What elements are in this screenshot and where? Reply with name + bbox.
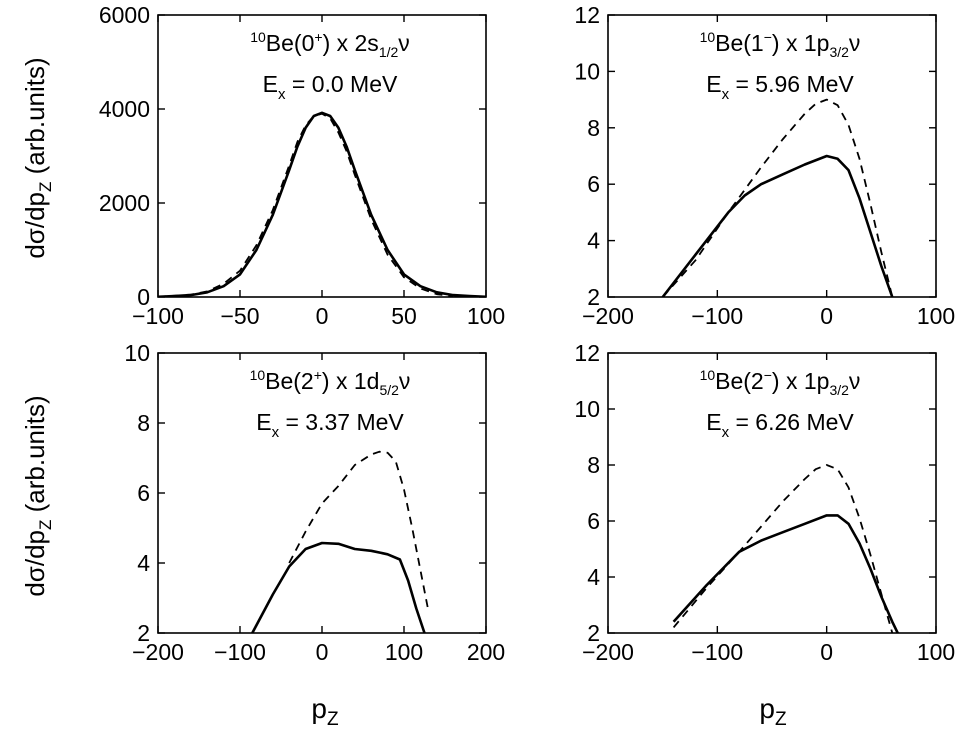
y-tick-label: 4 [137, 550, 150, 576]
y-tick-label: 8 [587, 452, 600, 478]
y-tick-label: 12 [574, 340, 600, 366]
plot-frame [157, 14, 487, 298]
panel-top-right: −200 −100 0 100 2 4 6 8 10 12 10Be(1−) x 1p3/2ν Ex … [574, 2, 955, 329]
series-dashed-line [288, 450, 430, 613]
series-solid-line [158, 111, 486, 297]
series-dashed-line [672, 464, 894, 633]
state-annotation: 10Be(2−) x 1p3/2ν [700, 367, 861, 398]
panel-bottom-left: −200 −100 0 100 200 2 4 6 8 10 10Be(2+) x 1d5/2ν Ex… [124, 340, 505, 665]
x-tick-label: 0 [316, 639, 329, 665]
y-tick-label: 2 [137, 620, 150, 646]
y-tick-label: 10 [124, 340, 150, 366]
x-tick-label: −50 [220, 303, 259, 329]
y-axis-label-bottom: dσ/dpZ (arb.units) [20, 395, 55, 596]
plot-frame [607, 352, 937, 634]
x-tick-label: 100 [385, 639, 423, 665]
x-tick-label: −100 [214, 639, 266, 665]
x-tick-label: 50 [391, 303, 417, 329]
panel-bottom-right: −200 −100 0 100 2 4 6 8 10 12 10Be(2−) x 1p3/2ν Ex … [574, 340, 955, 665]
x-tick-label: −100 [132, 303, 184, 329]
x-tick-label: 100 [467, 303, 505, 329]
plot-frame [607, 14, 937, 298]
x-tick-label: −200 [132, 639, 184, 665]
state-annotation: 10Be(2+) x 1d5/2ν [250, 367, 411, 398]
x-tick-label: 0 [820, 639, 833, 665]
x-tick-label: 200 [467, 639, 505, 665]
y-tick-label: 2 [587, 284, 600, 310]
y-tick-label: 6000 [99, 2, 150, 28]
x-tick-label: −200 [582, 639, 634, 665]
y-tick-label: 4000 [99, 96, 150, 122]
x-axis-label-right: pZ [759, 693, 787, 729]
y-tick-label: 0 [137, 284, 150, 310]
y-tick-label: 8 [137, 410, 150, 436]
panel-top-left: −100 −50 0 50 100 0 2000 4000 6000 10Be(0+) x 2s1… [99, 2, 505, 329]
energy-annotation: Ex = 3.37 MeV [256, 409, 404, 441]
x-tick-label: 100 [917, 639, 955, 665]
state-annotation: 10Be(1−) x 1p3/2ν [700, 29, 861, 60]
energy-annotation: Ex = 5.96 MeV [706, 71, 854, 103]
y-tick-label: 10 [574, 58, 600, 84]
x-tick-label: −100 [691, 639, 743, 665]
x-tick-label: 0 [316, 303, 329, 329]
y-tick-label: 2000 [99, 190, 150, 216]
y-tick-label: 6 [137, 480, 150, 506]
x-tick-label: −200 [582, 303, 634, 329]
plot-frame [157, 352, 487, 634]
series-dashed-line [662, 98, 894, 297]
y-tick-label: 6 [587, 508, 600, 534]
series-dashed-line [158, 112, 454, 297]
x-tick-label: 100 [917, 303, 955, 329]
series-solid-line [661, 154, 894, 297]
state-annotation: 10Be(0+) x 2s1/2ν [250, 29, 410, 60]
y-tick-label: 6 [587, 171, 600, 197]
series-solid-line [251, 541, 426, 633]
y-tick-label: 4 [587, 564, 600, 590]
y-tick-label: 10 [574, 396, 600, 422]
x-tick-label: 0 [820, 303, 833, 329]
x-tick-label: −100 [691, 303, 743, 329]
x-axis-label-left: pZ [311, 693, 339, 729]
energy-annotation: Ex = 0.0 MeV [263, 71, 398, 103]
y-tick-label: 4 [587, 228, 600, 254]
series-solid-line [672, 514, 899, 633]
y-tick-label: 8 [587, 115, 600, 141]
y-axis-label-top: dσ/dpZ (arb.units) [20, 57, 55, 258]
energy-annotation: Ex = 6.26 MeV [706, 409, 854, 441]
y-tick-label: 12 [574, 2, 600, 28]
y-tick-label: 2 [587, 620, 600, 646]
